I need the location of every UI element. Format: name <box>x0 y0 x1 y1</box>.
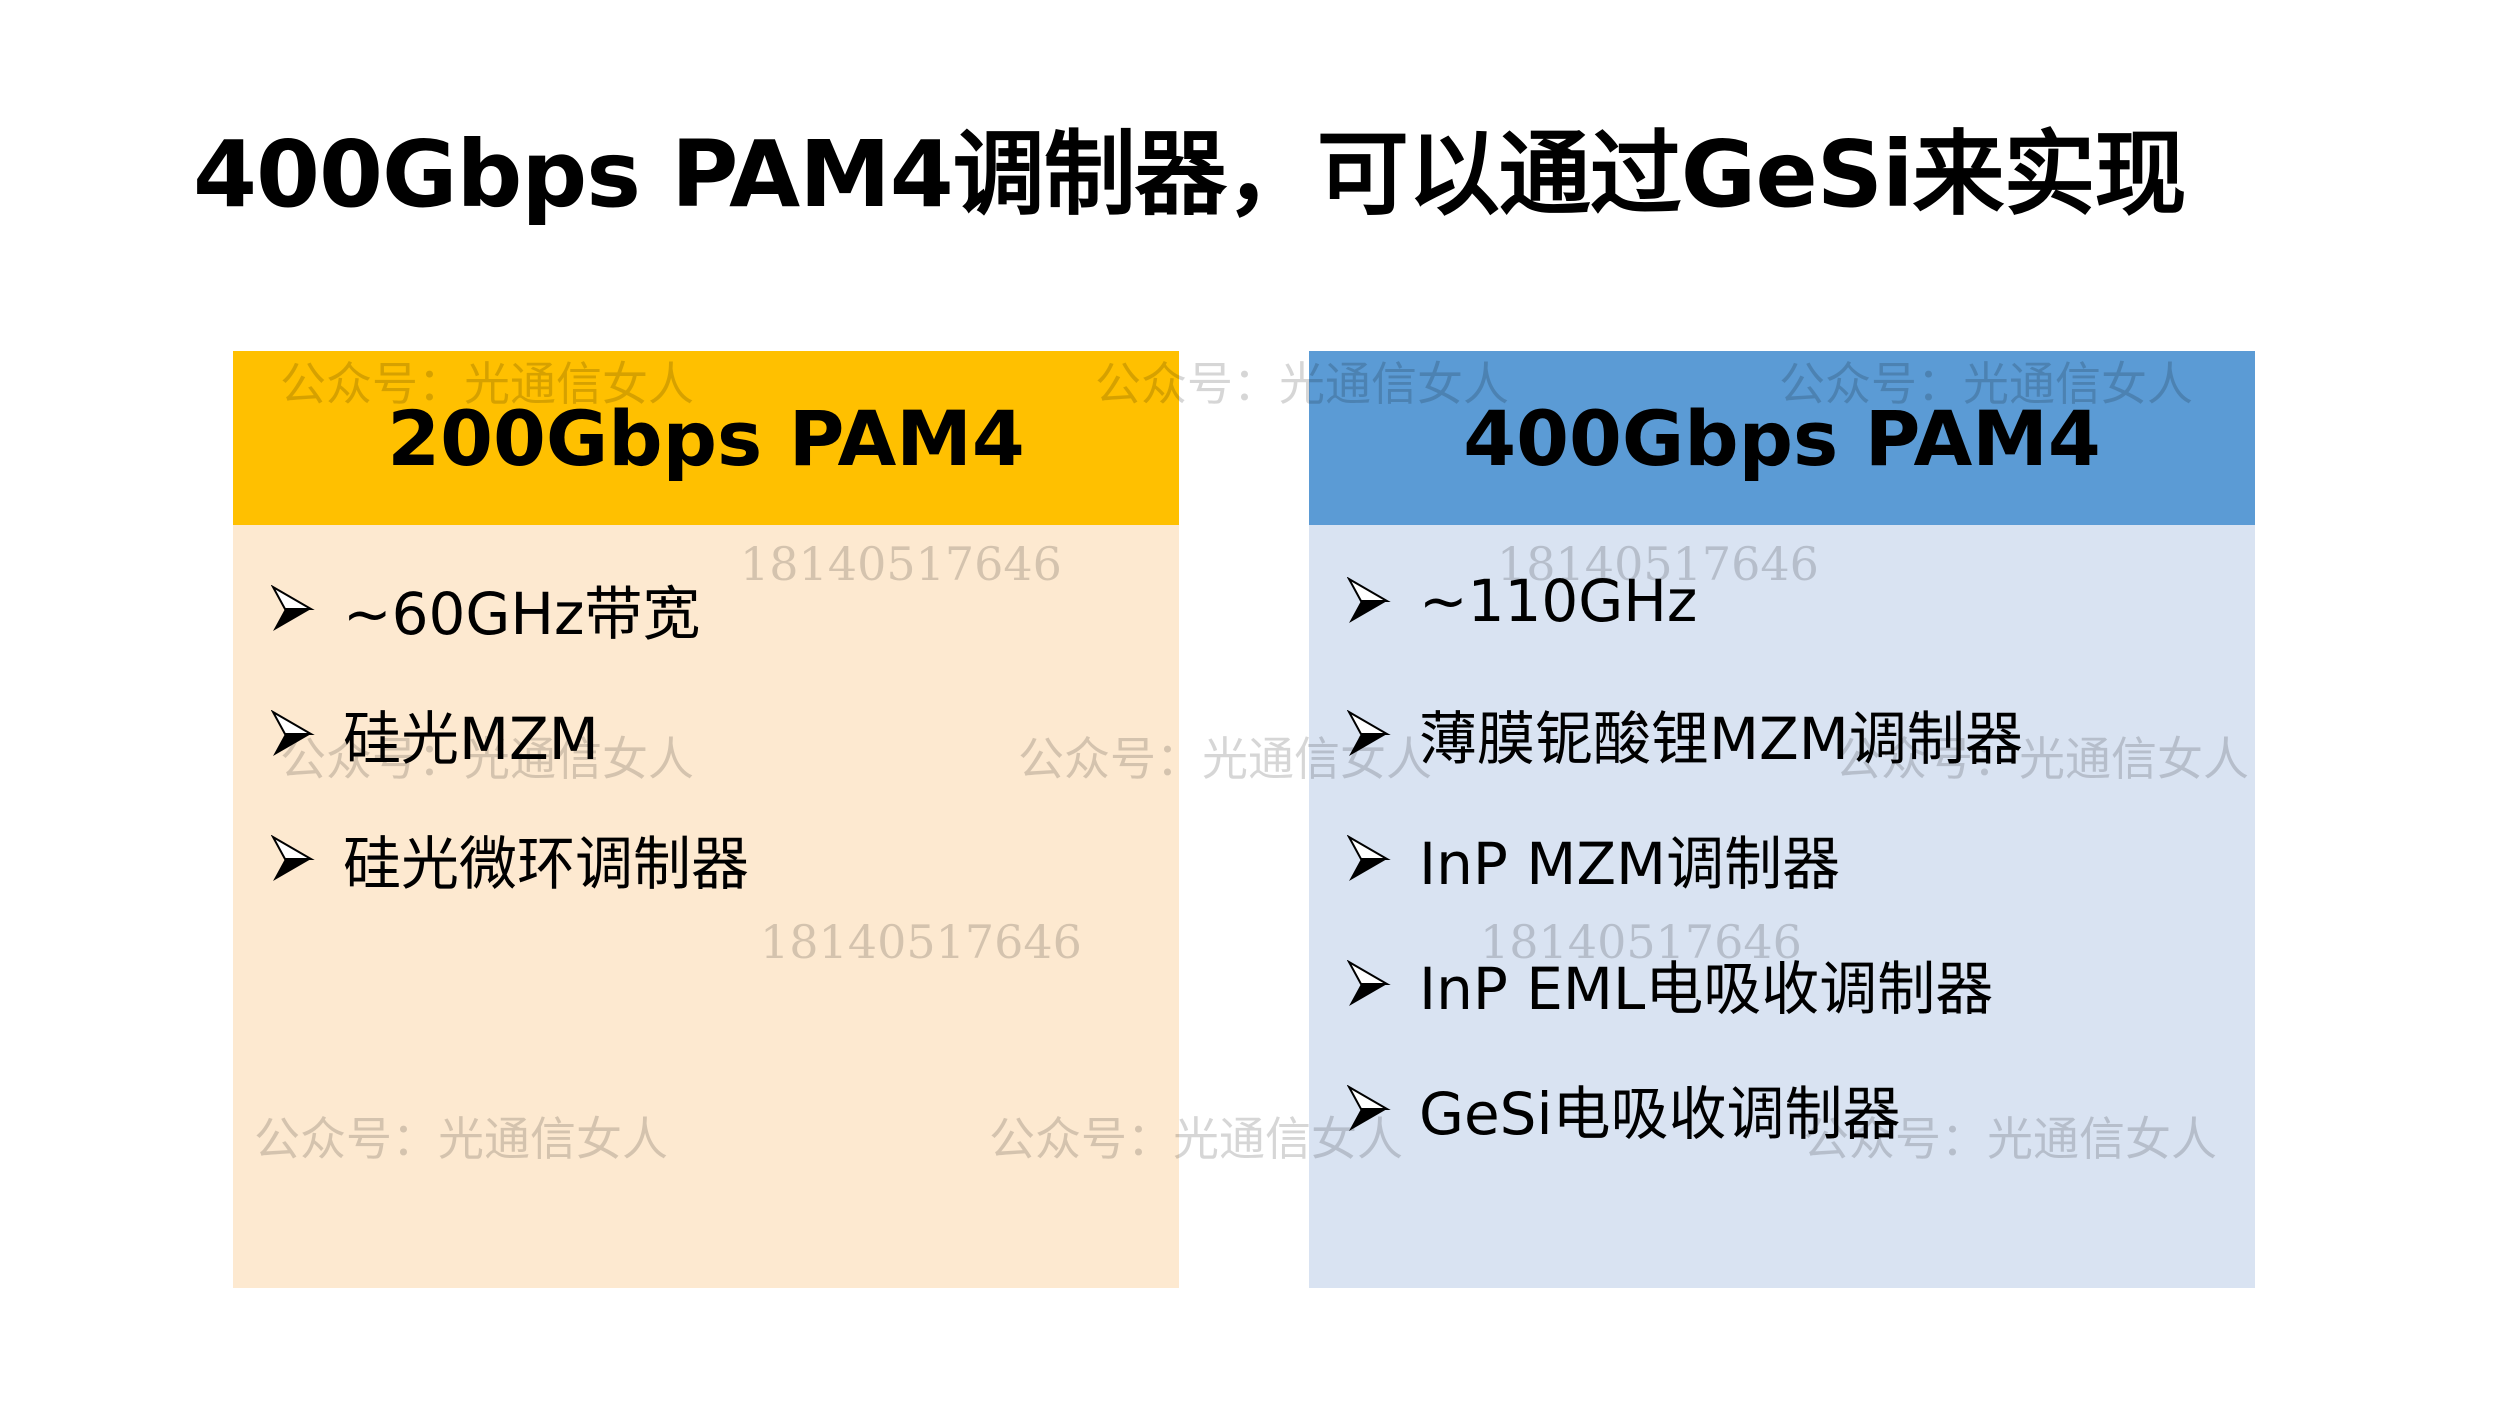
arrowhead-bullet-icon <box>1347 710 1391 756</box>
item-text: ~60GHz带宽 <box>343 580 701 648</box>
list-item: GeSi电吸收调制器 <box>1347 1067 1901 1151</box>
list-item: InP EML电吸收调制器 <box>1347 942 1993 1026</box>
item-text: 薄膜铌酸锂MZM调制器 <box>1419 705 2023 773</box>
right-panel-header: 400Gbps PAM4 <box>1309 351 2255 525</box>
left-panel-body: ~60GHz带宽 硅光MZM 硅光微环调制器 <box>233 525 1179 1288</box>
arrowhead-bullet-icon <box>1347 960 1391 1006</box>
list-item: InP MZM调制器 <box>1347 817 1840 901</box>
list-item: 薄膜铌酸锂MZM调制器 <box>1347 692 2023 776</box>
left-panel-200g: 200Gbps PAM4 ~60GHz带宽 硅光MZM 硅光微环调制器 <box>233 351 1179 1288</box>
arrowhead-bullet-icon <box>271 585 315 631</box>
list-item: ~110GHz <box>1347 567 1697 635</box>
list-item: 硅光MZM <box>271 692 599 776</box>
item-text: ~110GHz <box>1419 567 1698 635</box>
item-text: GeSi电吸收调制器 <box>1419 1080 1901 1148</box>
list-item: 硅光微环调制器 <box>271 817 749 901</box>
item-text: 硅光微环调制器 <box>343 830 750 898</box>
item-text: 硅光MZM <box>343 705 599 773</box>
arrowhead-bullet-icon <box>1347 835 1391 881</box>
arrowhead-bullet-icon <box>271 710 315 756</box>
arrowhead-bullet-icon <box>1347 577 1391 623</box>
item-text: InP MZM调制器 <box>1419 830 1841 898</box>
right-panel-400g: 400Gbps PAM4 ~110GHz 薄膜铌酸锂MZM调制器 InP MZM… <box>1309 351 2255 1288</box>
arrowhead-bullet-icon <box>271 835 315 881</box>
left-panel-header: 200Gbps PAM4 <box>233 351 1179 525</box>
right-panel-body: ~110GHz 薄膜铌酸锂MZM调制器 InP MZM调制器 InP EML电吸… <box>1309 525 2255 1288</box>
item-text: InP EML电吸收调制器 <box>1419 955 1994 1023</box>
slide-title: 400Gbps PAM4调制器，可以通过GeSi来实现 <box>193 121 2187 228</box>
list-item: ~60GHz带宽 <box>271 567 700 651</box>
arrowhead-bullet-icon <box>1347 1085 1391 1131</box>
